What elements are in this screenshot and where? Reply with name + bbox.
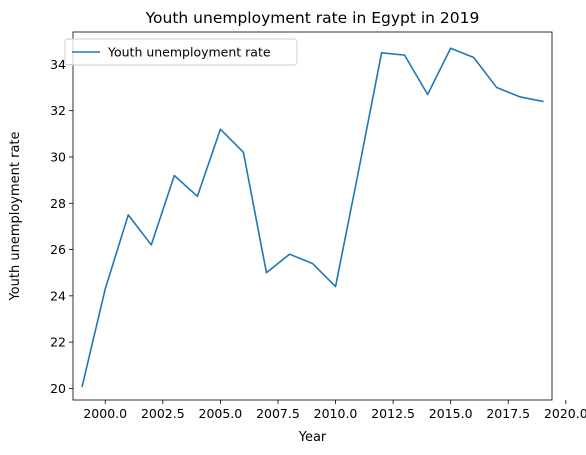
data-point (310, 261, 314, 265)
y-tick-label: 22 (50, 335, 66, 350)
data-point (333, 284, 337, 288)
legend-box (64, 38, 298, 66)
chart-title: Youth unemployment rate in Egypt in 2019 (145, 9, 480, 27)
data-point (241, 150, 245, 154)
data-point (541, 99, 545, 103)
y-tick-label: 20 (50, 381, 66, 396)
data-point (287, 252, 291, 256)
x-tick-label: 2007.5 (256, 406, 300, 421)
data-point (80, 384, 84, 388)
data-point (103, 287, 107, 291)
x-tick-label: 2012.5 (371, 406, 415, 421)
series-layer (80, 46, 545, 388)
y-tick-label: 34 (50, 57, 66, 72)
data-point (402, 53, 406, 57)
x-axis-label: Year (298, 430, 327, 445)
y-tick-label: 30 (50, 149, 66, 164)
data-point (518, 95, 522, 99)
data-point (472, 55, 476, 59)
data-point (218, 127, 222, 131)
x-tick-label: 2017.5 (486, 406, 530, 421)
data-point (425, 92, 429, 96)
data-point (495, 85, 499, 89)
y-tick-label: 26 (50, 242, 66, 257)
series-line (81, 47, 544, 388)
x-tick-label: 2020.0 (544, 406, 586, 421)
data-point (149, 243, 153, 247)
legend-label: Youth unemployment rate (107, 45, 271, 60)
y-tick-label: 28 (50, 196, 66, 211)
data-point (448, 46, 452, 50)
x-tick-label: 2005.0 (199, 406, 243, 421)
legend: Youth unemployment rate (64, 38, 298, 66)
data-point (264, 271, 268, 275)
x-tick-label: 2010.0 (314, 406, 358, 421)
data-point (379, 51, 383, 55)
data-point (172, 173, 176, 177)
x-tick-label: 2015.0 (429, 406, 473, 421)
data-point (195, 194, 199, 198)
y-tick-label: 24 (50, 288, 66, 303)
data-point (126, 213, 130, 217)
y-axis-label: Youth unemployment rate (8, 131, 23, 301)
plot-area-frame (72, 31, 553, 401)
data-point (356, 169, 360, 173)
x-axis: 2000.0 2002.5 2005.0 2007.5 2010.0 2012.5 2015… (83, 400, 586, 421)
x-tick-label: 2002.5 (141, 406, 185, 421)
y-axis: 20 22 24 26 28 30 32 34 (50, 57, 73, 396)
y-tick-label: 32 (50, 103, 66, 118)
x-tick-label: 2000.0 (83, 406, 127, 421)
